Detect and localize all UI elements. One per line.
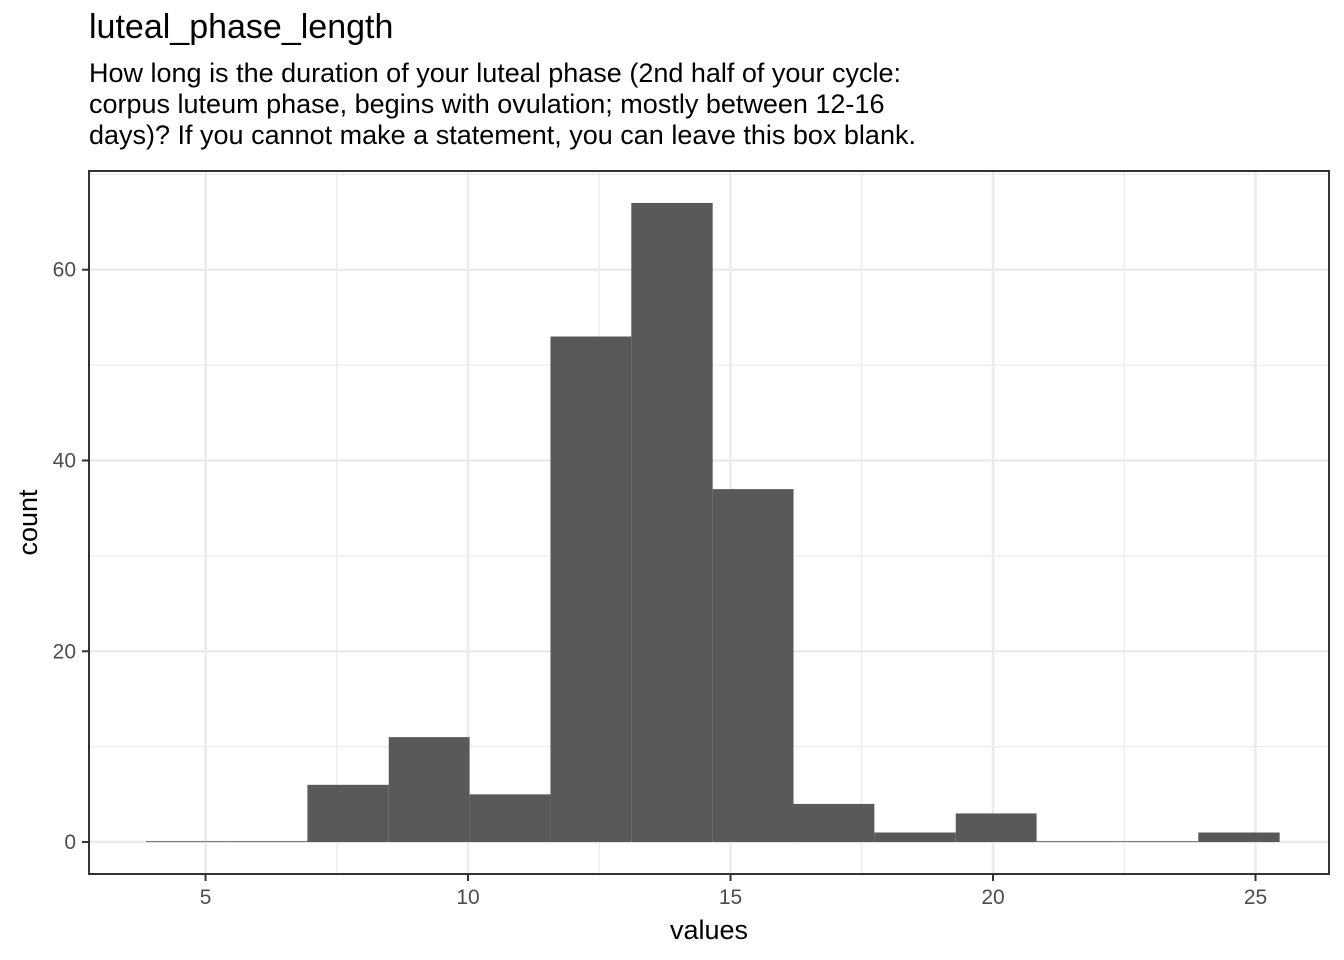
histogram-bar — [307, 784, 389, 843]
histogram-bar — [388, 737, 470, 843]
x-axis: 5 10 15 20 25 — [200, 874, 1267, 909]
subtitle-line: How long is the duration of your luteal … — [89, 58, 901, 88]
histogram-bar — [1036, 841, 1118, 843]
x-tick-label: 10 — [456, 886, 479, 909]
histogram-bar — [1198, 832, 1280, 843]
y-axis: 0 20 40 60 — [53, 259, 89, 854]
y-axis-title: count — [13, 489, 43, 556]
subtitle-line: corpus luteum phase, begins with ovulati… — [89, 89, 885, 119]
y-tick-label: 20 — [53, 640, 76, 663]
x-tick-label: 25 — [1244, 886, 1267, 909]
histogram-bar — [226, 841, 308, 843]
histogram-bar — [1117, 841, 1199, 843]
panel-border — [88, 170, 1330, 875]
x-tick-label: 20 — [981, 886, 1004, 909]
y-tick-label: 60 — [53, 259, 76, 282]
chart-title: luteal_phase_length — [89, 8, 394, 46]
histogram-bar — [631, 202, 713, 843]
histogram-bar — [712, 489, 794, 843]
histogram-bar — [874, 832, 956, 843]
y-tick-label: 0 — [64, 831, 76, 854]
histogram-bar — [145, 841, 227, 843]
histogram-bar — [469, 794, 551, 843]
histogram-bar — [793, 803, 875, 843]
chart-subtitle: How long is the duration of your luteal … — [89, 58, 1289, 151]
x-axis-title: values — [670, 915, 748, 945]
y-tick-label: 40 — [53, 449, 76, 472]
x-tick-label: 5 — [200, 886, 212, 909]
histogram-bar — [955, 813, 1037, 843]
subtitle-line: days)? If you cannot make a statement, y… — [89, 120, 916, 150]
x-tick-label: 15 — [719, 886, 742, 909]
histogram-bar — [550, 336, 632, 843]
histogram-bars — [145, 202, 1280, 843]
